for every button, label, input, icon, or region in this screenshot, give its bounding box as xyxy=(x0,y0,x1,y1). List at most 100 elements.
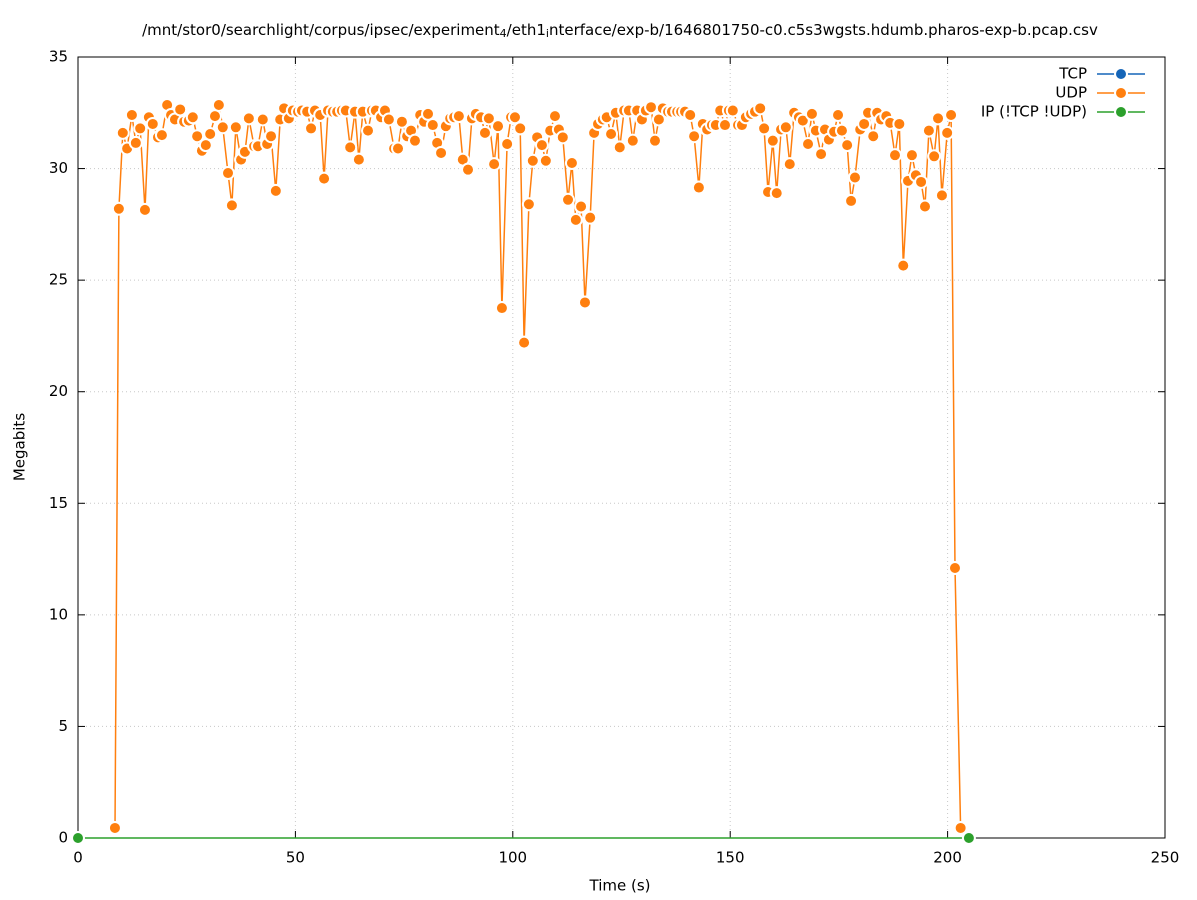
data-point xyxy=(407,133,422,148)
data-point xyxy=(477,125,492,140)
data-point xyxy=(801,137,816,152)
data-point xyxy=(769,186,784,201)
data-point xyxy=(268,183,283,198)
title-run: nterface/exp-b/1646801750-c0.c5s3wgsts.h… xyxy=(549,21,1098,39)
data-point xyxy=(814,147,829,162)
data-point xyxy=(421,106,436,121)
data-point xyxy=(564,155,579,170)
data-point xyxy=(757,121,772,136)
data-point xyxy=(947,560,962,575)
data-point xyxy=(844,193,859,208)
data-point xyxy=(173,102,188,117)
data-point xyxy=(517,335,532,350)
x-tick-label: 250 xyxy=(1151,849,1180,867)
data-point xyxy=(351,152,366,167)
data-point xyxy=(500,137,515,152)
data-point xyxy=(513,121,528,136)
data-point xyxy=(190,129,205,144)
data-point xyxy=(425,118,440,133)
y-tick-label: 25 xyxy=(49,271,68,289)
y-tick-label: 30 xyxy=(49,159,68,177)
title-run: /mnt/stor0/searchlight/corpus/ipsec/expe… xyxy=(142,21,500,39)
data-point xyxy=(145,116,160,131)
data-point xyxy=(491,119,506,134)
data-point xyxy=(211,97,226,112)
data-point xyxy=(304,121,319,136)
data-point xyxy=(124,108,139,123)
data-point xyxy=(343,140,358,155)
data-point xyxy=(521,197,536,212)
legend-label: UDP xyxy=(1055,84,1087,102)
x-axis-label: Time (s) xyxy=(589,877,651,895)
data-point xyxy=(866,129,881,144)
data-point xyxy=(381,112,396,127)
data-point xyxy=(782,157,797,172)
data-point xyxy=(568,212,583,227)
data-point xyxy=(931,111,946,126)
data-point xyxy=(451,109,466,124)
data-point xyxy=(434,145,449,160)
data-point xyxy=(394,114,409,129)
x-tick-label: 50 xyxy=(286,849,305,867)
legend-label: IP (!TCP !UDP) xyxy=(981,103,1087,121)
data-point xyxy=(555,130,570,145)
data-point xyxy=(795,113,810,128)
y-tick-label: 35 xyxy=(49,48,68,66)
data-point xyxy=(944,108,959,123)
data-point xyxy=(561,192,576,207)
y-tick-label: 0 xyxy=(58,829,68,847)
legend-marker xyxy=(1114,105,1128,119)
data-point xyxy=(71,831,85,845)
data-point xyxy=(215,120,230,135)
data-point xyxy=(547,109,562,124)
chart-title: /mnt/stor0/searchlight/corpus/ipsec/expe… xyxy=(142,21,1098,41)
y-tick-label: 5 xyxy=(58,717,68,735)
data-point xyxy=(203,126,218,141)
title-run: i xyxy=(546,27,549,40)
data-point xyxy=(691,180,706,195)
data-point xyxy=(896,258,911,273)
data-point xyxy=(914,174,929,189)
data-point xyxy=(481,111,496,126)
data-point xyxy=(525,153,540,168)
data-point xyxy=(887,148,902,163)
data-point xyxy=(583,210,598,225)
x-tick-label: 0 xyxy=(73,849,83,867)
data-point xyxy=(391,141,406,156)
data-point xyxy=(137,202,152,217)
data-point xyxy=(917,199,932,214)
data-point xyxy=(953,820,968,835)
data-point xyxy=(221,166,236,181)
data-point xyxy=(507,110,522,125)
data-point xyxy=(765,133,780,148)
y-tick-label: 10 xyxy=(49,605,68,623)
data-point xyxy=(185,110,200,125)
data-point xyxy=(317,171,332,186)
data-point xyxy=(111,201,126,216)
data-point xyxy=(128,135,143,150)
data-point xyxy=(494,301,509,316)
data-point xyxy=(778,120,793,135)
x-tick-label: 100 xyxy=(498,849,527,867)
x-tick-label: 200 xyxy=(933,849,962,867)
data-point xyxy=(647,133,662,148)
data-point xyxy=(961,831,976,845)
data-point xyxy=(264,129,279,144)
data-point xyxy=(577,295,592,310)
data-point xyxy=(804,106,819,121)
data-point xyxy=(892,116,907,131)
data-point xyxy=(687,129,702,144)
data-point xyxy=(904,148,919,163)
data-point xyxy=(840,138,855,153)
data-point xyxy=(255,112,270,127)
data-point xyxy=(574,199,589,214)
x-tick-label: 150 xyxy=(716,849,745,867)
data-point xyxy=(834,123,849,138)
data-point xyxy=(683,108,698,123)
data-point xyxy=(831,108,846,123)
data-point xyxy=(487,157,502,172)
y-axis-label: Megabits xyxy=(11,413,29,481)
legend-label: TCP xyxy=(1058,65,1087,83)
data-point xyxy=(725,103,740,118)
